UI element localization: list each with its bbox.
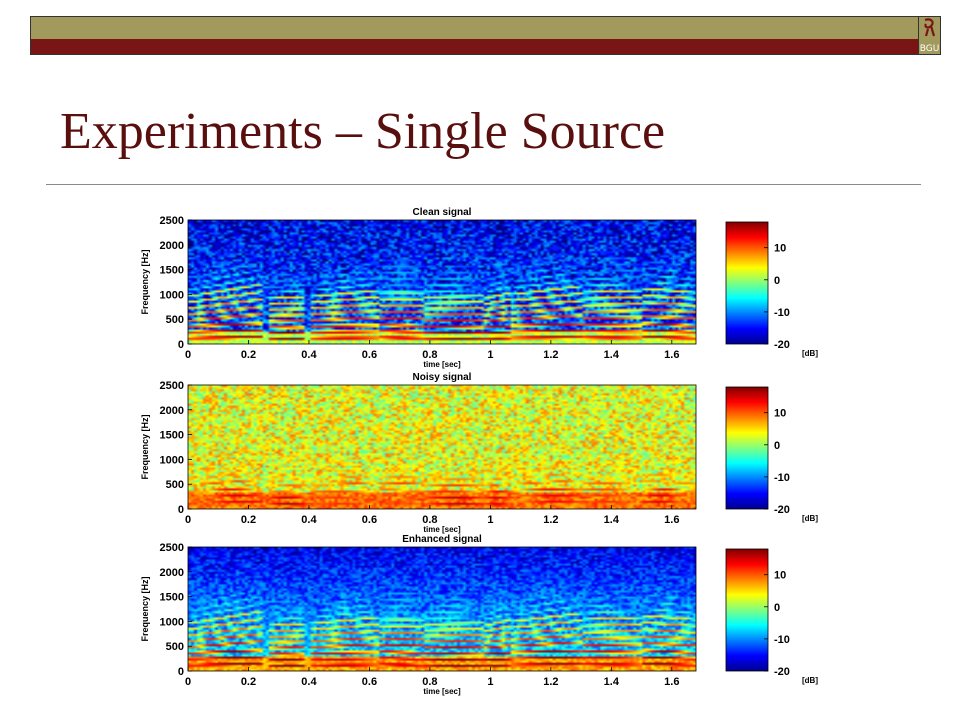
y-tick-label: 2000 bbox=[160, 240, 184, 252]
x-tick-label: 1 bbox=[487, 676, 493, 688]
colorbar-tick-label: 0 bbox=[774, 440, 780, 452]
y-tick-label: 2500 bbox=[160, 380, 184, 392]
x-tick-label: 0.8 bbox=[422, 349, 437, 361]
x-tick-label: 0.6 bbox=[362, 514, 377, 526]
x-tick-label: 0.4 bbox=[301, 514, 317, 526]
colorbar-gradient bbox=[725, 548, 769, 672]
colorbar-tick-label: 0 bbox=[774, 602, 780, 614]
title-divider bbox=[46, 184, 921, 185]
university-logo: BGU bbox=[918, 16, 941, 55]
colorbar-unit-label: [dB] bbox=[802, 514, 818, 523]
colorbar-unit-label: [dB] bbox=[802, 676, 818, 685]
x-tick-label: 0.6 bbox=[362, 349, 377, 361]
x-axis-label: time [sec] bbox=[423, 687, 461, 696]
olive-band bbox=[30, 16, 919, 40]
colorbar: -20 -10 0 10 [dB] bbox=[725, 221, 818, 358]
y-axis-label: Frequency [Hz] bbox=[140, 576, 150, 641]
panel-title: Noisy signal bbox=[413, 372, 472, 383]
y-axis-label: Frequency [Hz] bbox=[140, 249, 150, 314]
y-tick-label: 500 bbox=[166, 314, 184, 326]
x-tick-label: 0 bbox=[185, 676, 191, 688]
spectrogram-panel-1: Clean signal 0 500 1000 1500 2000 2500 0 0.2 0.4 0… bbox=[140, 207, 818, 369]
colorbar-tick-label: -10 bbox=[774, 634, 790, 646]
colorbar-tick-label: 10 bbox=[774, 570, 786, 582]
panel-title: Enhanced signal bbox=[402, 534, 482, 545]
x-tick-label: 1.4 bbox=[604, 676, 620, 688]
colorbar-tick-label: -20 bbox=[774, 504, 790, 516]
x-tick-label: 1.4 bbox=[604, 514, 620, 526]
spectrogram-heatmap bbox=[188, 385, 696, 509]
x-tick-label: 0.8 bbox=[422, 676, 437, 688]
colorbar-tick-label: 10 bbox=[774, 408, 786, 420]
y-tick-label: 1000 bbox=[160, 289, 184, 301]
y-tick-label: 0 bbox=[178, 339, 184, 351]
logo-text: BGU bbox=[919, 44, 940, 54]
colorbar: -20 -10 0 10 [dB] bbox=[725, 386, 818, 523]
y-tick-label: 2000 bbox=[160, 567, 184, 579]
y-tick-label: 1500 bbox=[160, 430, 184, 442]
y-tick-label: 2000 bbox=[160, 405, 184, 417]
y-tick-label: 1000 bbox=[160, 454, 184, 466]
title-bar-decoration: BGU bbox=[0, 0, 960, 60]
x-axis-label: time [sec] bbox=[423, 360, 461, 369]
spectrogram-panel-3: Enhanced signal 0 500 1000 1500 2000 2500 0 0.2 0… bbox=[140, 534, 818, 696]
x-axis-label: time [sec] bbox=[423, 525, 461, 534]
axes-frame bbox=[187, 219, 697, 345]
x-tick-label: 0.2 bbox=[241, 349, 256, 361]
x-tick-label: 0.6 bbox=[362, 676, 377, 688]
x-tick-label: 1.6 bbox=[664, 349, 679, 361]
colorbar-unit-label: [dB] bbox=[802, 349, 818, 358]
x-tick-label: 0.4 bbox=[301, 349, 317, 361]
x-tick-label: 0 bbox=[185, 514, 191, 526]
y-tick-label: 1500 bbox=[160, 265, 184, 277]
x-tick-label: 1 bbox=[487, 349, 493, 361]
x-tick-label: 1.2 bbox=[543, 514, 558, 526]
y-tick-label: 1500 bbox=[160, 592, 184, 604]
panel-title: Clean signal bbox=[413, 207, 472, 218]
x-tick-label: 0 bbox=[185, 349, 191, 361]
y-tick-label: 500 bbox=[166, 641, 184, 653]
spectrogram-heatmap bbox=[188, 547, 696, 671]
logo-emblem-icon bbox=[924, 18, 936, 37]
colorbar-tick-label: -20 bbox=[774, 339, 790, 351]
x-tick-label: 1.2 bbox=[543, 676, 558, 688]
y-tick-label: 2500 bbox=[160, 542, 184, 554]
y-tick-label: 0 bbox=[178, 504, 184, 516]
y-tick-label: 2500 bbox=[160, 215, 184, 227]
x-tick-label: 0.2 bbox=[241, 514, 256, 526]
spectrogram-heatmap bbox=[188, 220, 696, 344]
y-tick-label: 0 bbox=[178, 666, 184, 678]
x-tick-label: 0.4 bbox=[301, 676, 317, 688]
y-tick-label: 1000 bbox=[160, 616, 184, 628]
spectrogram-panel-2: Noisy signal 0 500 1000 1500 2000 2500 0 0.2 0.4 0… bbox=[140, 372, 818, 534]
red-band bbox=[30, 39, 919, 55]
x-tick-label: 1.6 bbox=[664, 514, 679, 526]
x-tick-label: 1 bbox=[487, 514, 493, 526]
slide-title: Experiments – Single Source bbox=[60, 103, 666, 160]
colorbar-gradient bbox=[725, 221, 769, 345]
colorbar-tick-label: 10 bbox=[774, 243, 786, 255]
x-tick-label: 0.2 bbox=[241, 676, 256, 688]
colorbar-gradient bbox=[725, 386, 769, 510]
colorbar-tick-label: -10 bbox=[774, 307, 790, 319]
y-axis-label: Frequency [Hz] bbox=[140, 414, 150, 479]
colorbar: -20 -10 0 10 [dB] bbox=[725, 548, 818, 685]
x-tick-label: 1.6 bbox=[664, 676, 679, 688]
x-tick-label: 1.2 bbox=[543, 349, 558, 361]
colorbar-tick-label: -20 bbox=[774, 666, 790, 678]
colorbar-tick-label: 0 bbox=[774, 275, 780, 287]
x-tick-label: 1.4 bbox=[604, 349, 620, 361]
y-tick-label: 500 bbox=[166, 479, 184, 491]
axes-frame bbox=[187, 384, 697, 510]
x-tick-label: 0.8 bbox=[422, 514, 437, 526]
colorbar-tick-label: -10 bbox=[774, 472, 790, 484]
axes-frame bbox=[187, 546, 697, 672]
